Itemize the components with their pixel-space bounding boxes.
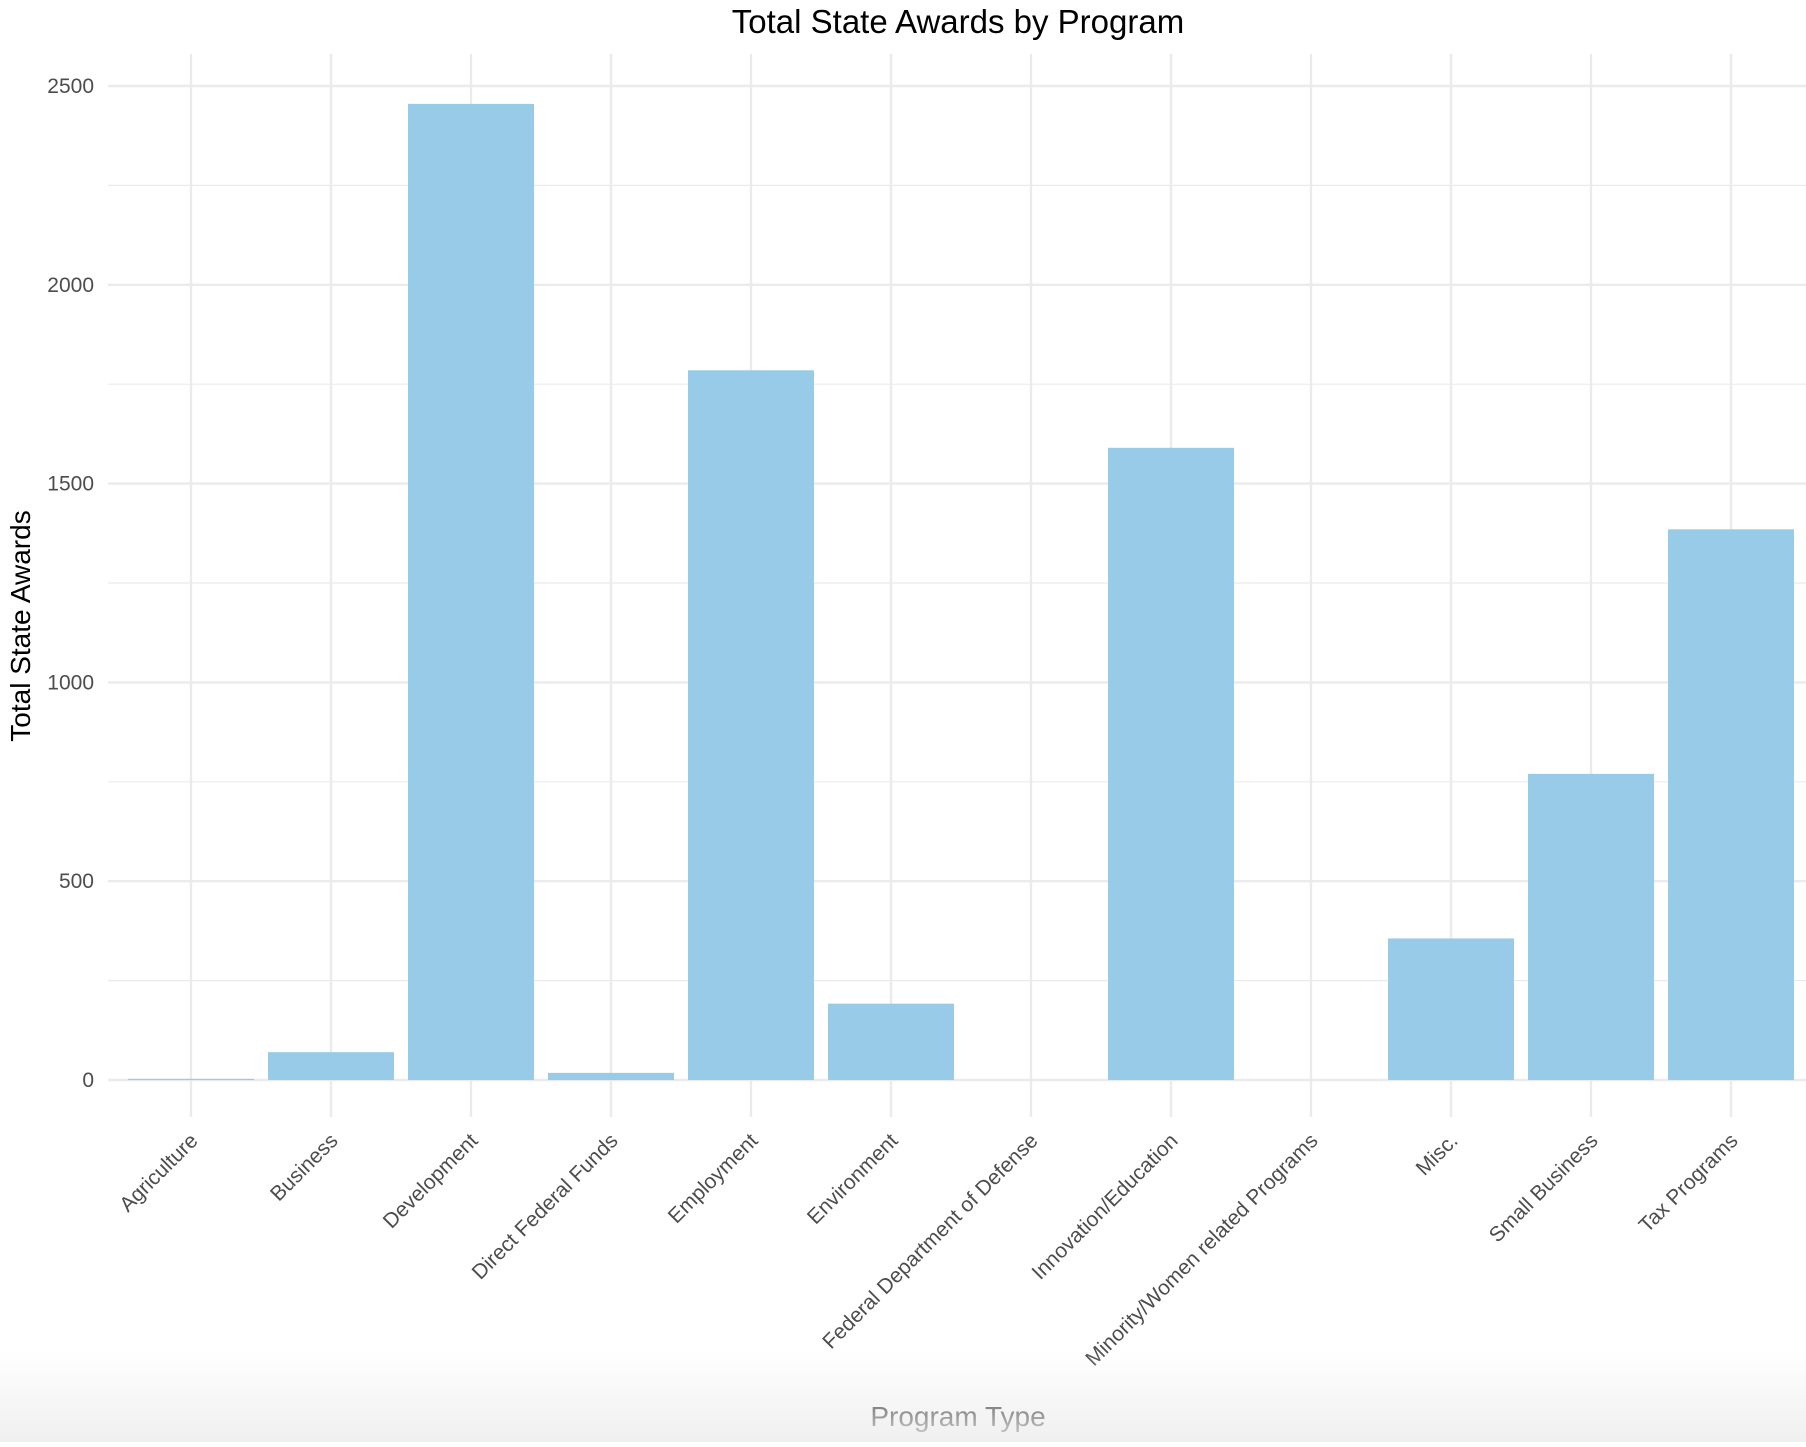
x-tick-label: Misc.: [1412, 1129, 1463, 1180]
y-tick-label: 1500: [47, 473, 94, 496]
x-tick-label: Direct Federal Funds: [468, 1129, 623, 1284]
x-tick-label: Minority/Women related Programs: [1081, 1129, 1322, 1370]
bar-misc: [1388, 938, 1514, 1080]
bars: [128, 103, 1794, 1081]
y-tick-label: 2500: [47, 75, 94, 98]
x-tick-label: Innovation/Education: [1028, 1129, 1183, 1284]
bar-environment: [828, 1003, 954, 1080]
chart-title: Total State Awards by Program: [732, 3, 1184, 40]
x-tick-label: Agriculture: [115, 1129, 202, 1216]
x-tick-label: Employment: [664, 1129, 763, 1228]
y-tick-label: 500: [59, 870, 94, 893]
y-axis-label: Total State Awards: [5, 510, 36, 741]
y-axis-ticks: 0 500 1000 1500 2000 2500: [47, 75, 94, 1092]
y-tick-label: 0: [82, 1069, 94, 1092]
bar-direct-federal-funds: [548, 1072, 674, 1080]
bar-business: [268, 1052, 394, 1080]
x-axis-label: Program Type: [870, 1401, 1045, 1432]
x-tick-label: Tax Programs: [1635, 1129, 1743, 1237]
bar-agriculture: [128, 1078, 254, 1080]
y-tick-label: 1000: [47, 671, 94, 694]
x-tick-label: Environment: [803, 1129, 903, 1229]
bar-development: [408, 103, 534, 1081]
x-tick-label: Business: [266, 1129, 343, 1206]
x-tick-label: Development: [379, 1129, 483, 1233]
bar-innovation-education: [1108, 447, 1234, 1080]
bar-small-business: [1528, 773, 1654, 1080]
bar-employment: [688, 370, 814, 1080]
y-tick-label: 2000: [47, 274, 94, 297]
bar-tax-programs: [1668, 529, 1794, 1080]
x-tick-label: Small Business: [1485, 1129, 1603, 1247]
